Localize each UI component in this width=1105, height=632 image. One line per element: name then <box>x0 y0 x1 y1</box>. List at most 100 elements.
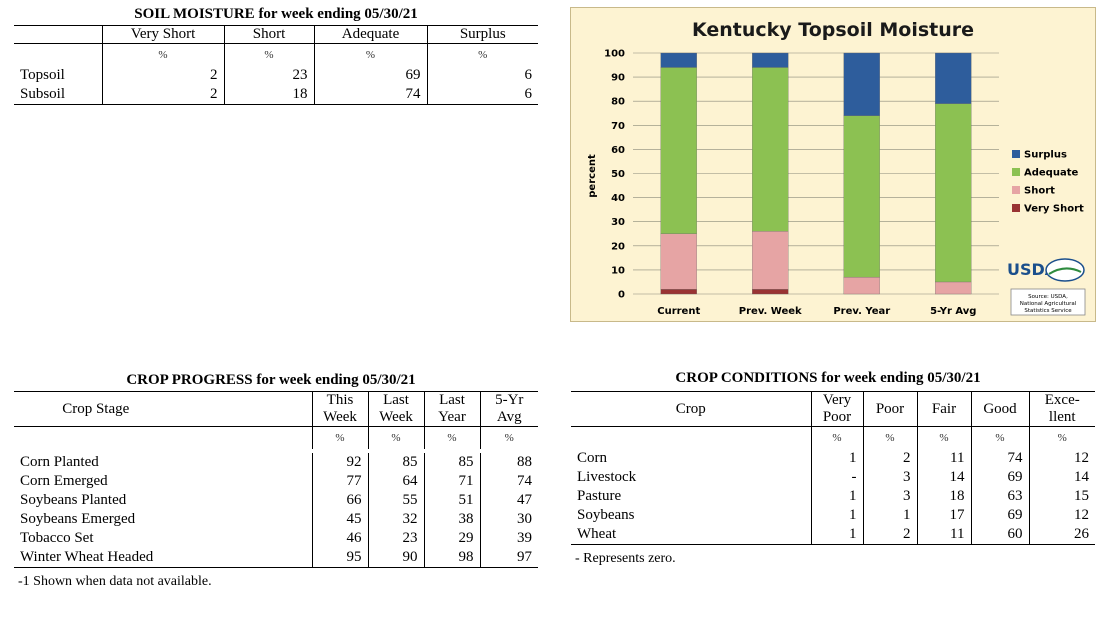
y-tick-label: 40 <box>611 193 625 204</box>
cell: 95 <box>311 548 368 568</box>
row-label: Winter Wheat Headed <box>14 548 312 568</box>
usda-seal-icon <box>1045 258 1085 282</box>
x-tick-label: Prev. Year <box>833 306 890 317</box>
soil-header-short: Short <box>223 25 314 44</box>
bar-segment <box>660 233 697 290</box>
row-label: Pasture <box>577 488 622 504</box>
conditions-header-poor: Poor <box>862 391 917 427</box>
cell: 1 <box>810 525 863 545</box>
cell: 92 <box>311 453 368 472</box>
y-axis-label: percent <box>587 154 598 198</box>
row-label: Corn <box>577 450 607 466</box>
y-tick-label: 50 <box>611 169 625 180</box>
cell: 63 <box>970 487 1029 506</box>
conditions-unit: % <box>970 426 1029 449</box>
y-tick-label: 30 <box>611 217 625 228</box>
cell: 1 <box>810 506 863 525</box>
cell: 12 <box>1028 506 1095 525</box>
crop-progress-title: CROP PROGRESS for week ending 05/30/21 <box>126 372 416 388</box>
cell: 85 <box>423 453 480 472</box>
soil-row-subsoil: Subsoil 2 18 74 6 <box>14 85 538 105</box>
conditions-header-crop: Crop <box>571 391 811 427</box>
x-tick-label: Current <box>657 306 700 317</box>
cell: 18 <box>916 487 971 506</box>
chart-bars <box>660 52 972 295</box>
y-tick-label: 80 <box>611 97 625 108</box>
source-line3: Statistics Service <box>1024 308 1072 314</box>
soil-unit: % <box>223 43 314 66</box>
cell: 11 <box>916 525 971 545</box>
row-label: Tobacco Set <box>20 530 94 546</box>
progress-footnote: -1 Shown when data not available. <box>18 574 212 589</box>
y-tick-label: 10 <box>611 265 625 276</box>
cell: 74 <box>479 472 538 491</box>
cell: 1 <box>810 449 863 468</box>
cell: 1 <box>862 506 917 525</box>
bar-segment <box>660 67 697 234</box>
conditions-header-fair: Fair <box>916 391 971 427</box>
cell: 18 <box>223 85 314 105</box>
soil-header-blank <box>14 25 102 44</box>
legend-label: Adequate <box>1024 168 1078 179</box>
chart-title: Kentucky Topsoil Moisture <box>692 19 974 41</box>
cell: 47 <box>479 491 538 510</box>
cell: 32 <box>367 510 424 529</box>
bar-segment <box>752 52 789 68</box>
legend-label: Surplus <box>1024 150 1067 161</box>
cell: 23 <box>223 66 314 85</box>
soil-header-adequate: Adequate <box>313 25 427 44</box>
legend-swatch <box>1012 186 1020 194</box>
cell: 60 <box>970 525 1029 545</box>
soil-moisture-table: Very Short Short Adequate Surplus % % % … <box>14 25 538 105</box>
topsoil-moisture-chart: Kentucky Topsoil Moisture percent 0 10 20 3… <box>570 7 1096 322</box>
cell: 97 <box>479 548 538 568</box>
cell: 74 <box>970 449 1029 468</box>
table-row: Soybeans 1 1 17 69 12 <box>571 506 1095 525</box>
conditions-header-excellent: Exce-llent <box>1028 391 1095 427</box>
y-tick-label: 70 <box>611 121 625 132</box>
progress-header-5yr-avg: 5-Yr Avg <box>479 391 538 427</box>
conditions-footnote: - Represents zero. <box>575 551 676 566</box>
bar-segment <box>752 289 789 295</box>
chart-svg: Kentucky Topsoil Moisture percent 0 10 20 3… <box>587 19 1086 317</box>
soil-header-very-short: Very Short <box>101 25 224 44</box>
row-label: Soybeans <box>577 507 635 523</box>
table-row: Livestock - 3 14 69 14 <box>571 468 1095 487</box>
cell: 11 <box>916 449 971 468</box>
cell: 71 <box>423 472 480 491</box>
cell: 17 <box>916 506 971 525</box>
cell: 45 <box>311 510 368 529</box>
cell: 3 <box>862 468 917 487</box>
y-tick-labels: 0 10 20 30 40 50 60 70 80 90 100 <box>604 49 625 301</box>
conditions-unit: % <box>916 426 971 449</box>
x-tick-label: 5-Yr Avg <box>930 306 976 317</box>
conditions-header-good: Good <box>970 391 1029 427</box>
cell: 6 <box>426 66 538 85</box>
y-tick-label: 0 <box>618 290 625 301</box>
row-label: Topsoil <box>20 67 65 83</box>
source-box: Source: USDA, National Agricultural Stat… <box>1010 288 1086 316</box>
usda-seal-swoosh-icon <box>1048 267 1082 275</box>
cell: 74 <box>313 85 427 105</box>
legend-swatch <box>1012 150 1020 158</box>
row-label: Subsoil <box>14 85 102 105</box>
bar-segment <box>935 281 972 295</box>
conditions-header-very-poor: Very Poor <box>810 391 863 427</box>
legend-swatch <box>1012 168 1020 176</box>
cell: 14 <box>1028 468 1095 487</box>
cell: - <box>810 468 863 487</box>
cell: 39 <box>479 529 538 548</box>
soil-unit: % <box>101 43 224 66</box>
progress-header-crop-stage: Crop Stage <box>14 391 312 427</box>
cell: 69 <box>313 66 427 85</box>
crop-progress-section: CROP PROGRESS for week ending 05/30/21 C… <box>14 372 538 590</box>
bar-segment <box>752 231 789 290</box>
cell: 1 <box>810 487 863 506</box>
progress-unit: % <box>367 426 424 449</box>
cell: 90 <box>367 548 424 568</box>
legend-label: Short <box>1024 186 1055 197</box>
legend-swatch <box>1012 204 1020 212</box>
row-label: Wheat <box>571 525 811 545</box>
conditions-unit: % <box>862 426 917 449</box>
conditions-unit: % <box>1028 426 1095 449</box>
